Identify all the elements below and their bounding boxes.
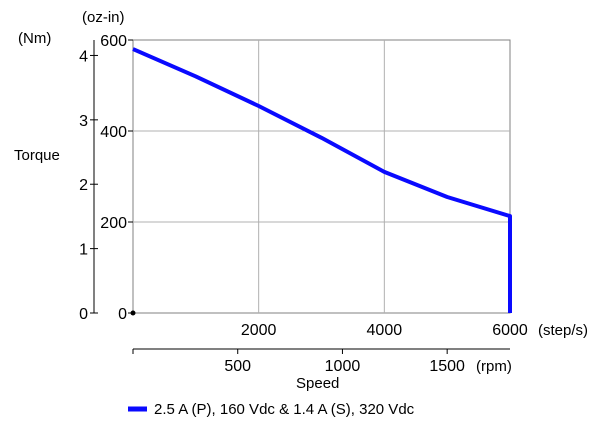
- left-tick-label: 3: [79, 113, 88, 130]
- series-lines: [132, 47, 512, 313]
- x-tick-label: 6000: [492, 322, 528, 339]
- left-tick-label: 1: [79, 242, 88, 259]
- plot-frame: [132, 39, 511, 314]
- x-axis-secondary-unit: (rpm): [476, 358, 512, 375]
- x-axis-title: Speed: [296, 375, 339, 392]
- legend-label: 2.5 A (P), 160 Vdc & 1.4 A (S), 320 Vdc: [154, 401, 415, 418]
- x-tick-label: 4000: [367, 322, 403, 339]
- left-tick-label: 2: [79, 177, 88, 194]
- y-axis-title: Torque: [14, 147, 60, 164]
- grid-lines: [132, 39, 511, 314]
- right-axis-unit: (oz-in): [82, 9, 125, 26]
- left-tick-label: 0: [79, 306, 88, 323]
- rpm-tick-label: 1500: [429, 358, 465, 375]
- rpm-tick-label: 1000: [325, 358, 361, 375]
- tick-labels: 0 1 2 3 4 0 200 400 600 2000 4000 6000 500 1000 1500: [79, 33, 528, 375]
- origin-dot: [130, 310, 136, 316]
- left-tick-label: 4: [79, 48, 88, 65]
- oz-tick-label: 0: [118, 306, 127, 323]
- axes: [90, 39, 510, 354]
- oz-tick-label: 600: [100, 33, 127, 50]
- series-line: [132, 47, 512, 313]
- oz-tick-label: 400: [100, 124, 127, 141]
- x-axis-unit: (step/s): [538, 322, 588, 339]
- x-tick-label: 2000: [241, 322, 277, 339]
- left-axis-unit: (Nm): [18, 30, 51, 47]
- oz-tick-label: 200: [100, 215, 127, 232]
- legend: 2.5 A (P), 160 Vdc & 1.4 A (S), 320 Vdc: [128, 401, 415, 418]
- rpm-tick-label: 500: [224, 358, 251, 375]
